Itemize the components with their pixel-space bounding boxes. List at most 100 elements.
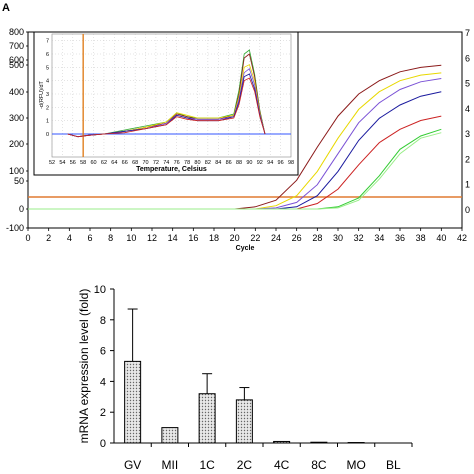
amp-x-tick-label: 8 bbox=[108, 233, 113, 243]
melt-y-tick-label: 4 bbox=[46, 79, 49, 85]
amp-x-tick-label: 40 bbox=[436, 233, 446, 243]
bar-category-label: 2C bbox=[237, 458, 253, 472]
amp-x-tick-label: 6 bbox=[87, 233, 92, 243]
amp-x-tick-label: 4 bbox=[67, 233, 72, 243]
melt-x-tick-label: 96 bbox=[278, 160, 284, 166]
melt-x-tick-label: 52 bbox=[49, 160, 55, 166]
melt-x-tick-label: 58 bbox=[80, 160, 86, 166]
amp-x-tick-label: 22 bbox=[250, 233, 260, 243]
bar-category-label: 8C bbox=[311, 458, 327, 472]
amp-y-tick-label: 600 bbox=[9, 55, 24, 65]
amp-series-line bbox=[28, 64, 442, 210]
bar-category-label: 4C bbox=[274, 458, 290, 472]
melt-x-tick-label: 88 bbox=[236, 160, 242, 166]
amp-right-tick-label: 3 bbox=[465, 129, 470, 139]
amp-right-tick-label: 5 bbox=[465, 79, 470, 89]
bar bbox=[235, 399, 253, 444]
melt-plot-area bbox=[51, 33, 292, 158]
melt-x-label: Temperature, Celsius bbox=[136, 166, 207, 173]
melt-series-line bbox=[67, 77, 266, 138]
bar-y-label: mRNA expression level (fold) bbox=[77, 289, 91, 444]
amp-series-line bbox=[28, 72, 442, 210]
bar-category-label: 1C bbox=[199, 458, 215, 472]
bar-y-tick-label: 4 bbox=[100, 376, 106, 388]
bar-y-tick-label: 6 bbox=[100, 346, 106, 358]
bar-y-tick-label: 10 bbox=[94, 284, 106, 296]
amp-right-tick-label: 2 bbox=[465, 154, 470, 164]
bar bbox=[198, 393, 216, 444]
melt-y-tick-label: 6 bbox=[46, 52, 49, 58]
melt-x-tick-label: 62 bbox=[101, 160, 107, 166]
melt-y-tick-label: 5 bbox=[46, 65, 49, 71]
amp-x-tick-label: 10 bbox=[126, 233, 136, 243]
amp-series-line bbox=[28, 132, 442, 210]
melt-x-tick-label: 54 bbox=[59, 160, 65, 166]
amp-x-tick-label: 30 bbox=[333, 233, 343, 243]
panel-letter: A bbox=[2, 2, 10, 14]
amp-y-tick-label: 700 bbox=[9, 41, 24, 51]
melt-x-tick-label: 94 bbox=[267, 160, 273, 166]
bar-y-tick-label: 0 bbox=[100, 438, 106, 450]
amp-right-tick-label: 4 bbox=[465, 104, 470, 114]
melt-x-tick-label: 60 bbox=[91, 160, 97, 166]
amp-y-tick-label: 0 bbox=[19, 204, 24, 214]
amp-x-tick-label: 12 bbox=[147, 233, 157, 243]
bar-category-label: MII bbox=[162, 458, 179, 472]
melt-x-tick-label: 78 bbox=[184, 160, 190, 166]
amp-x-tick-label: 16 bbox=[188, 233, 198, 243]
bar bbox=[310, 441, 328, 444]
bar-category-label: GV bbox=[124, 458, 141, 472]
melt-x-tick-label: 90 bbox=[246, 160, 252, 166]
amp-series-line bbox=[28, 78, 442, 210]
melt-x-tick-label: 82 bbox=[205, 160, 211, 166]
amp-right-tick-label: 6 bbox=[465, 53, 470, 63]
bar bbox=[273, 440, 291, 444]
amp-x-tick-label: 0 bbox=[25, 233, 30, 243]
amp-x-tick-label: 28 bbox=[312, 233, 322, 243]
amp-y-tick-label: 50 bbox=[14, 176, 24, 186]
amp-right-tick-label: 1 bbox=[465, 180, 470, 190]
melt-x-tick-label: 74 bbox=[163, 160, 169, 166]
melt-x-tick-label: 72 bbox=[153, 160, 159, 166]
melt-y-tick-label: 0 bbox=[46, 132, 49, 138]
amp-x-tick-label: 32 bbox=[354, 233, 364, 243]
amp-y-tick-label: 400 bbox=[9, 87, 24, 97]
amp-y-tick-label: 200 bbox=[9, 139, 24, 149]
amp-x-tick-label: 36 bbox=[395, 233, 405, 243]
melt-x-tick-label: 66 bbox=[122, 160, 128, 166]
amp-x-tick-label: 38 bbox=[416, 233, 426, 243]
melt-x-tick-label: 56 bbox=[70, 160, 76, 166]
melt-x-tick-label: 80 bbox=[194, 160, 200, 166]
melt-y-tick-label: 7 bbox=[46, 39, 49, 45]
melt-x-tick-label: 86 bbox=[226, 160, 232, 166]
melt-x-tick-label: 98 bbox=[288, 160, 294, 166]
bar-category-label: MO bbox=[346, 458, 365, 472]
amp-right-tick-label: 7 bbox=[465, 28, 470, 38]
bar-category-label: BL bbox=[386, 458, 401, 472]
amp-x-tick-label: 42 bbox=[457, 233, 467, 243]
melt-x-tick-label: 92 bbox=[257, 160, 263, 166]
amp-x-tick-label: 26 bbox=[292, 233, 302, 243]
amp-x-tick-label: 14 bbox=[168, 233, 178, 243]
melt-curve-inset: 52 54 56 58 60 62 64 66 68 70 72 74 76 78 80 82 84 86 88 90… bbox=[33, 31, 299, 176]
melt-x-tick-label: 76 bbox=[174, 160, 180, 166]
melt-x-tick-label: 84 bbox=[215, 160, 221, 166]
amp-x-tick-label: 20 bbox=[230, 233, 240, 243]
melt-x-tick-label: 64 bbox=[111, 160, 117, 166]
melt-x-tick-label: 68 bbox=[132, 160, 138, 166]
amp-x-tick-label: 2 bbox=[46, 233, 51, 243]
amp-x-tick-label: 18 bbox=[209, 233, 219, 243]
amp-x-label: Cycle bbox=[236, 245, 255, 252]
melt-y-tick-label: 1 bbox=[46, 119, 49, 125]
bar-y-tick-label: 2 bbox=[100, 407, 106, 419]
melt-x-tick-label: 70 bbox=[142, 160, 148, 166]
amp-right-tick-label: 0 bbox=[465, 205, 470, 215]
bar-y-tick-label: 8 bbox=[100, 315, 106, 327]
amp-series-line bbox=[28, 91, 442, 210]
amp-y-tick-label: 300 bbox=[9, 113, 24, 123]
melt-y-tick-label: 2 bbox=[46, 105, 49, 111]
amp-x-tick-label: 34 bbox=[374, 233, 384, 243]
amp-y-tick-label: 100 bbox=[9, 166, 24, 176]
amp-x-tick-label: 24 bbox=[271, 233, 281, 243]
